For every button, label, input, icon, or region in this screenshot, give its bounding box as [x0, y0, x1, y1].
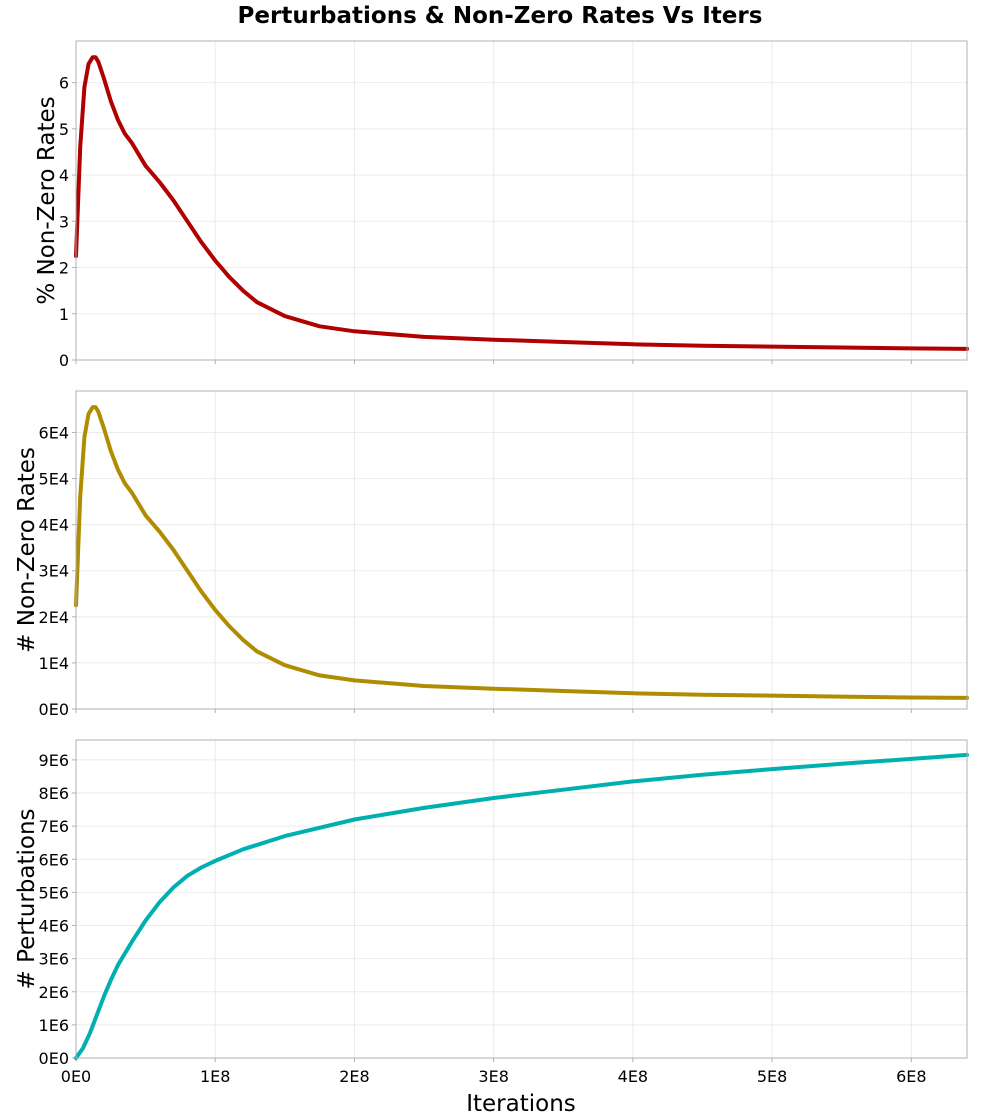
- y-tick-label-count-6: 6E4: [39, 423, 69, 442]
- x-axis-label: Iterations: [466, 1091, 576, 1117]
- x-tick-label-3: 3E8: [478, 1067, 508, 1086]
- y-tick-label-pct-1: 1: [59, 305, 69, 324]
- y-tick-label-pct-3: 3: [59, 212, 69, 231]
- y-tick-label-pct-4: 4: [59, 166, 69, 185]
- y-tick-label-count-3: 3E4: [39, 562, 69, 581]
- plot-area-count: [76, 391, 967, 709]
- y-tick-label-perturb-4: 4E6: [39, 917, 69, 936]
- y-tick-label-pct-5: 5: [59, 120, 69, 139]
- x-tick-label-2: 2E8: [339, 1067, 369, 1086]
- chart-panels: 0 1 2 3 4 5 6 % Non-Zero Rates 0E0 1E4 2E4 3E4 4E4 5E…: [14, 40, 969, 1086]
- y-tick-label-perturb-1: 1E6: [39, 1016, 69, 1035]
- series-line-pct: [74, 55, 969, 351]
- x-tick-label-4: 4E8: [618, 1067, 648, 1086]
- y-tick-label-perturb-7: 7E6: [39, 817, 69, 836]
- y-tick-label-count-0: 0E0: [39, 700, 69, 719]
- chart-title: Perturbations & Non-Zero Rates Vs Iters: [238, 3, 763, 29]
- y-tick-label-perturb-8: 8E6: [39, 784, 69, 803]
- x-tick-label-5: 5E8: [757, 1067, 787, 1086]
- x-tick-label-1: 1E8: [200, 1067, 230, 1086]
- plot-frame-perturb: [75, 739, 968, 1059]
- plot-frame-pct: [75, 40, 968, 361]
- plot-area-perturb: [76, 740, 967, 1058]
- y-tick-label-perturb-2: 2E6: [39, 983, 69, 1002]
- series-line-count: [74, 405, 969, 700]
- y-tick-label-perturb-5: 5E6: [39, 883, 69, 902]
- x-tick-label-0: 0E0: [61, 1067, 91, 1086]
- panel-count: 0E0 1E4 2E4 3E4 4E4 5E4 6E4 # Non-Zero Rates: [14, 390, 969, 719]
- y-axis-label-perturb: # Perturbations: [14, 808, 40, 989]
- y-tick-label-perturb-6: 6E6: [39, 850, 69, 869]
- x-tick-label-6: 6E8: [896, 1067, 926, 1086]
- panel-perturb: 0E0 1E6 2E6 3E6 4E6 5E6 6E6 7E6 8E6 9E6 # Perturba…: [14, 739, 969, 1068]
- y-tick-label-perturb-0: 0E0: [39, 1049, 69, 1068]
- plot-frame-count: [75, 390, 968, 710]
- plot-area-pct: [76, 41, 967, 360]
- y-tick-label-count-5: 5E4: [39, 470, 69, 489]
- y-tick-label-count-2: 2E4: [39, 608, 69, 627]
- panel-pct: 0 1 2 3 4 5 6 % Non-Zero Rates: [34, 40, 969, 370]
- y-axis-label-pct: % Non-Zero Rates: [34, 96, 60, 304]
- series-line-perturb: [74, 752, 969, 1060]
- y-tick-label-pct-2: 2: [59, 259, 69, 278]
- y-tick-label-count-1: 1E4: [39, 654, 69, 673]
- y-tick-label-perturb-9: 9E6: [39, 751, 69, 770]
- y-tick-label-pct-6: 6: [59, 74, 69, 93]
- y-tick-label-perturb-3: 3E6: [39, 950, 69, 969]
- y-tick-label-pct-0: 0: [59, 351, 69, 370]
- y-tick-label-count-4: 4E4: [39, 516, 69, 535]
- y-axis-label-count: # Non-Zero Rates: [14, 447, 40, 653]
